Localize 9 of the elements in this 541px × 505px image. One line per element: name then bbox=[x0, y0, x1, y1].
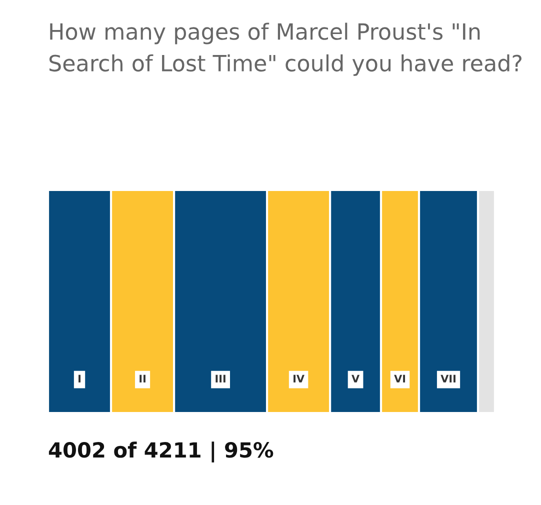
series-label: V bbox=[352, 374, 360, 382]
text: 4002 of 4211 | 95% bbox=[48, 442, 274, 462]
series-label: IV bbox=[294, 374, 304, 382]
series-label: II bbox=[140, 374, 146, 382]
series-label: I bbox=[78, 374, 80, 382]
chart-title: How many pages of Marcel Proust's "In Search of Lost Time" could you have read? bbox=[49, 22, 522, 76]
series-label: III bbox=[216, 374, 226, 382]
series-label: VII bbox=[440, 374, 456, 382]
series-label: VI bbox=[394, 374, 406, 382]
